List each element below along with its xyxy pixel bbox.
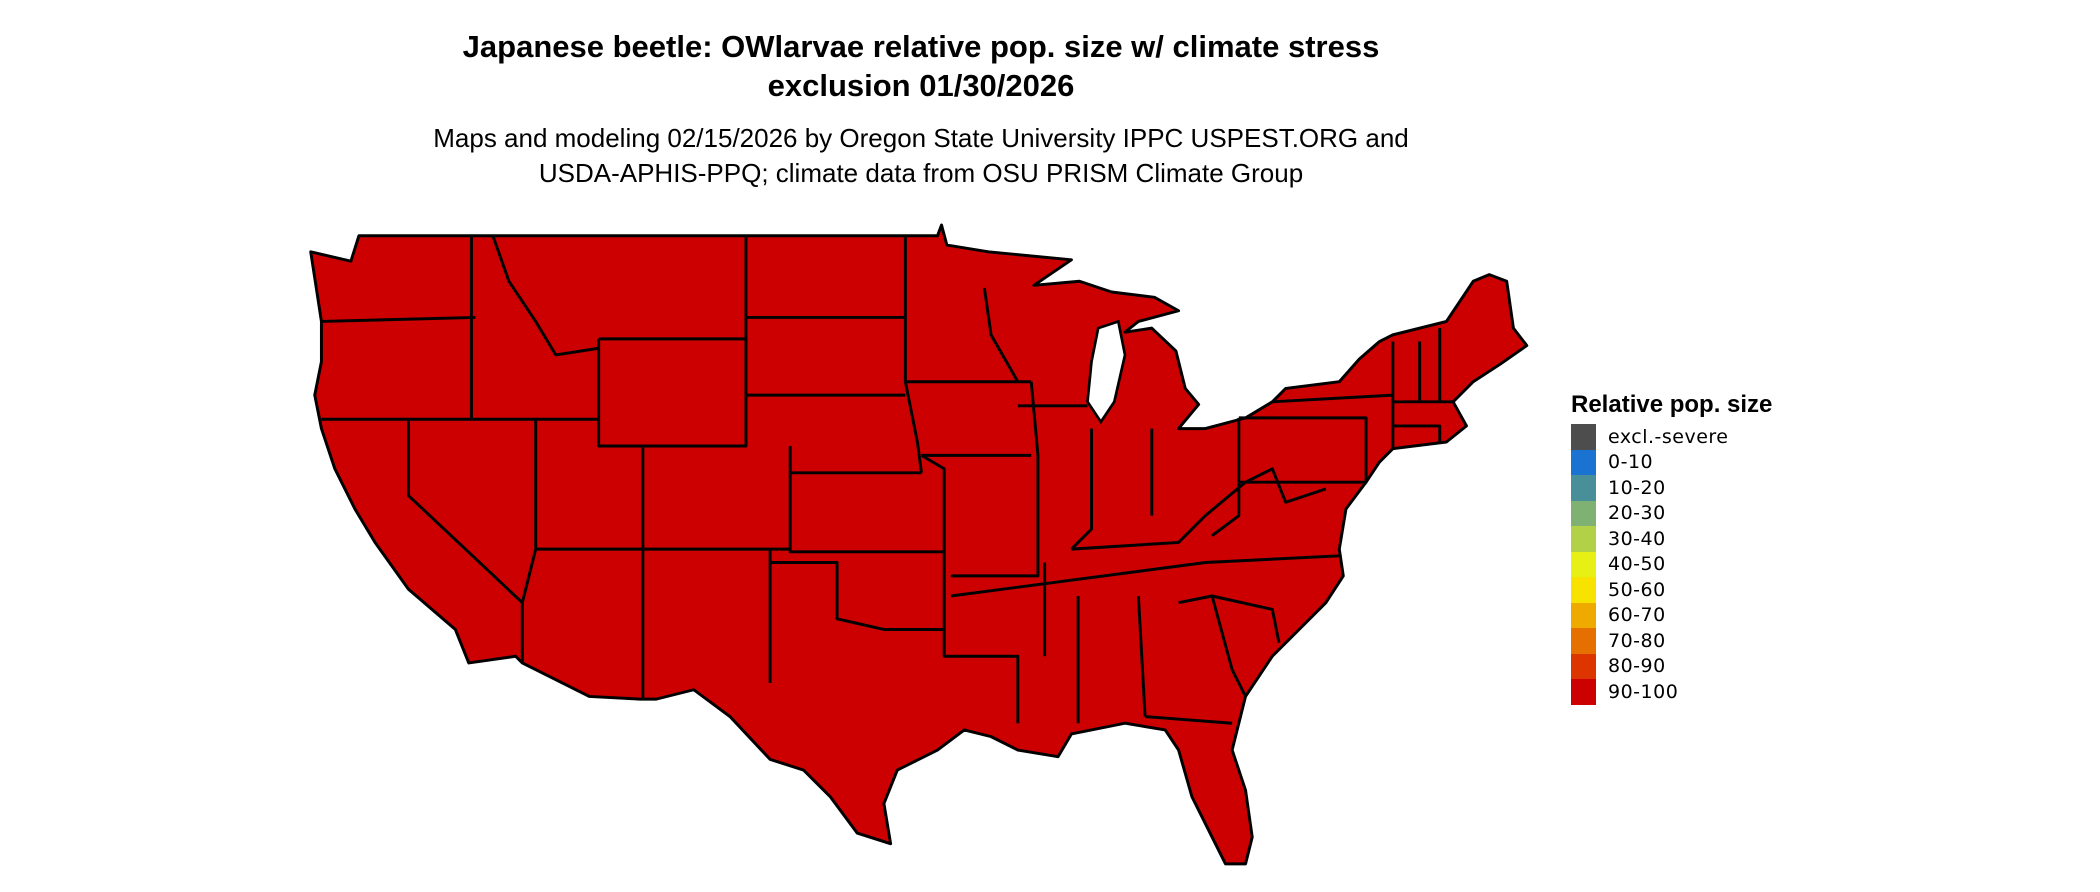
legend-title: Relative pop. size — [1571, 391, 1773, 418]
lake-michigan — [1086, 319, 1127, 425]
legend-swatch — [1571, 475, 1596, 501]
legend-swatch — [1571, 628, 1596, 654]
state-border — [770, 561, 945, 631]
map-title-line-1: Japanese beetle: OWlarvae relative pop. … — [462, 29, 1380, 64]
state-border — [1071, 514, 1207, 551]
map-subtitle-line-1: Maps and modeling 02/15/2026 by Oregon S… — [433, 123, 1409, 153]
legend-label: 10-20 — [1608, 476, 1666, 499]
state-border — [1144, 715, 1233, 725]
legend-swatch — [1571, 526, 1596, 552]
legend-item: 0-10 — [1571, 449, 1772, 475]
state-border — [1392, 424, 1442, 442]
state-border — [1178, 594, 1281, 644]
legend-item: 40-50 — [1571, 551, 1772, 577]
state-border — [950, 381, 1040, 578]
legend-label: 50-60 — [1608, 578, 1666, 601]
state-border — [1136, 595, 1147, 717]
state-border — [1272, 393, 1393, 404]
state-border — [491, 235, 599, 357]
legend-swatch — [1571, 653, 1596, 679]
legend-swatch — [1571, 500, 1596, 526]
legend-label: 80-90 — [1608, 655, 1666, 678]
legend-item: 60-70 — [1571, 602, 1772, 628]
legend-label: 30-40 — [1608, 527, 1666, 550]
legend-label: 90-100 — [1608, 680, 1679, 703]
legend-label: excl.-severe — [1608, 425, 1729, 448]
state-border — [982, 287, 1020, 383]
state-borders — [321, 235, 1454, 725]
state-border — [1210, 595, 1247, 698]
legend: Relative pop. size excl.-severe 0-10 10-20… — [1571, 390, 1772, 705]
legend-item: excl.-severe — [1571, 424, 1772, 450]
map-title-line-2: exclusion 01/30/2026 — [767, 68, 1075, 103]
legend-swatch — [1571, 424, 1596, 450]
legend-item: 20-30 — [1571, 500, 1772, 526]
legend-swatch — [1571, 679, 1596, 705]
legend-swatch — [1571, 449, 1596, 475]
map-subtitle-line-2: USDA-APHIS-PPQ; climate data from OSU PR… — [538, 158, 1304, 188]
state-border — [788, 472, 945, 554]
legend-item: 90-100 — [1571, 679, 1772, 705]
legend-label: 70-80 — [1608, 629, 1666, 652]
state-border — [903, 235, 923, 473]
legend-item: 10-20 — [1571, 475, 1772, 501]
legend-label: 40-50 — [1608, 553, 1666, 576]
legend-label: 0-10 — [1608, 451, 1654, 474]
state-border — [1211, 417, 1241, 537]
legend-item: 30-40 — [1571, 526, 1772, 552]
conus-outline — [309, 223, 1529, 866]
legend-swatch — [1571, 551, 1596, 577]
state-border — [1204, 467, 1327, 517]
legend-item: 70-80 — [1571, 628, 1772, 654]
state-border — [920, 454, 958, 658]
legend-item: 80-90 — [1571, 653, 1772, 679]
state-border — [950, 554, 1340, 598]
legend-item: 50-60 — [1571, 577, 1772, 603]
state-border — [321, 315, 476, 323]
legend-label: 20-30 — [1608, 502, 1666, 525]
legend-swatch — [1571, 577, 1596, 603]
state-border — [1238, 416, 1368, 484]
state-border — [1070, 428, 1093, 551]
state-border — [407, 419, 524, 663]
state-border — [957, 654, 1020, 724]
legend-swatch — [1571, 602, 1596, 628]
legend-label: 60-70 — [1608, 604, 1666, 627]
